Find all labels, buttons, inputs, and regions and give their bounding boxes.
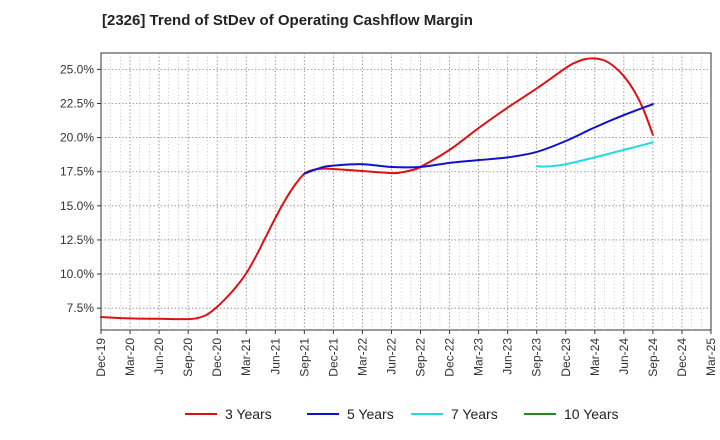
- legend: 3 Years 5 Years 7 Years 10 Years: [185, 406, 619, 422]
- x-tick-label: Dec-21: [326, 338, 340, 377]
- x-tick-label: Sep-22: [414, 338, 428, 377]
- y-tick-label: 17.5%: [60, 165, 94, 179]
- y-axis: 7.5% 10.0% 12.5% 15.0% 17.5% 20.0% 22.5% 25.0%: [60, 62, 101, 315]
- legend-label: 7 Years: [451, 406, 498, 422]
- x-tick-label: Mar-24: [588, 338, 602, 376]
- y-tick-label: 22.5%: [60, 96, 94, 110]
- x-axis: Dec-19 Mar-20 Jun-20 Sep-20 Dec-20 Mar-21 Jun-…: [94, 330, 718, 377]
- x-tick-label: Jun-22: [384, 338, 398, 375]
- legend-label: 3 Years: [225, 406, 272, 422]
- horizontal-gridlines: [101, 68, 711, 309]
- x-tick-label: Jun-20: [152, 338, 166, 375]
- x-tick-label: Dec-22: [443, 338, 457, 377]
- y-tick-label: 10.0%: [60, 267, 94, 281]
- y-tick-label: 25.0%: [60, 62, 94, 76]
- x-tick-label: Mar-25: [704, 338, 718, 376]
- x-tick-label: Dec-20: [210, 338, 224, 377]
- series-line-3-years: [100, 57, 654, 321]
- x-tick-label: Jun-24: [617, 338, 631, 375]
- series-lines: [100, 57, 654, 321]
- y-tick-label: 7.5%: [67, 301, 95, 315]
- x-tick-label: Sep-24: [646, 338, 660, 377]
- x-tick-label: Sep-21: [297, 338, 311, 377]
- plot-area: [100, 52, 712, 331]
- x-tick-label: Dec-24: [675, 338, 689, 377]
- x-tick-label: Sep-20: [181, 338, 195, 377]
- series-line-5-years: [303, 103, 654, 175]
- y-tick-label: 20.0%: [60, 131, 94, 145]
- y-tick-label: 15.0%: [60, 199, 94, 213]
- chart-title: [2326] Trend of StDev of Operating Cashf…: [102, 12, 473, 29]
- series-line-7-years: [535, 141, 654, 168]
- legend-label: 5 Years: [347, 406, 394, 422]
- y-tick-label: 12.5%: [60, 233, 94, 247]
- x-tick-label: Jun-23: [501, 338, 515, 375]
- x-tick-label: Mar-23: [472, 338, 486, 376]
- vertical-gridlines: [110, 53, 702, 330]
- x-tick-label: Dec-19: [94, 338, 108, 377]
- x-tick-label: Mar-20: [123, 338, 137, 376]
- x-tick-label: Dec-23: [559, 338, 573, 377]
- x-tick-label: Mar-21: [239, 338, 253, 376]
- x-tick-label: Sep-23: [530, 338, 544, 377]
- x-tick-label: Mar-22: [355, 338, 369, 376]
- x-tick-label: Jun-21: [268, 338, 282, 375]
- legend-label: 10 Years: [564, 406, 619, 422]
